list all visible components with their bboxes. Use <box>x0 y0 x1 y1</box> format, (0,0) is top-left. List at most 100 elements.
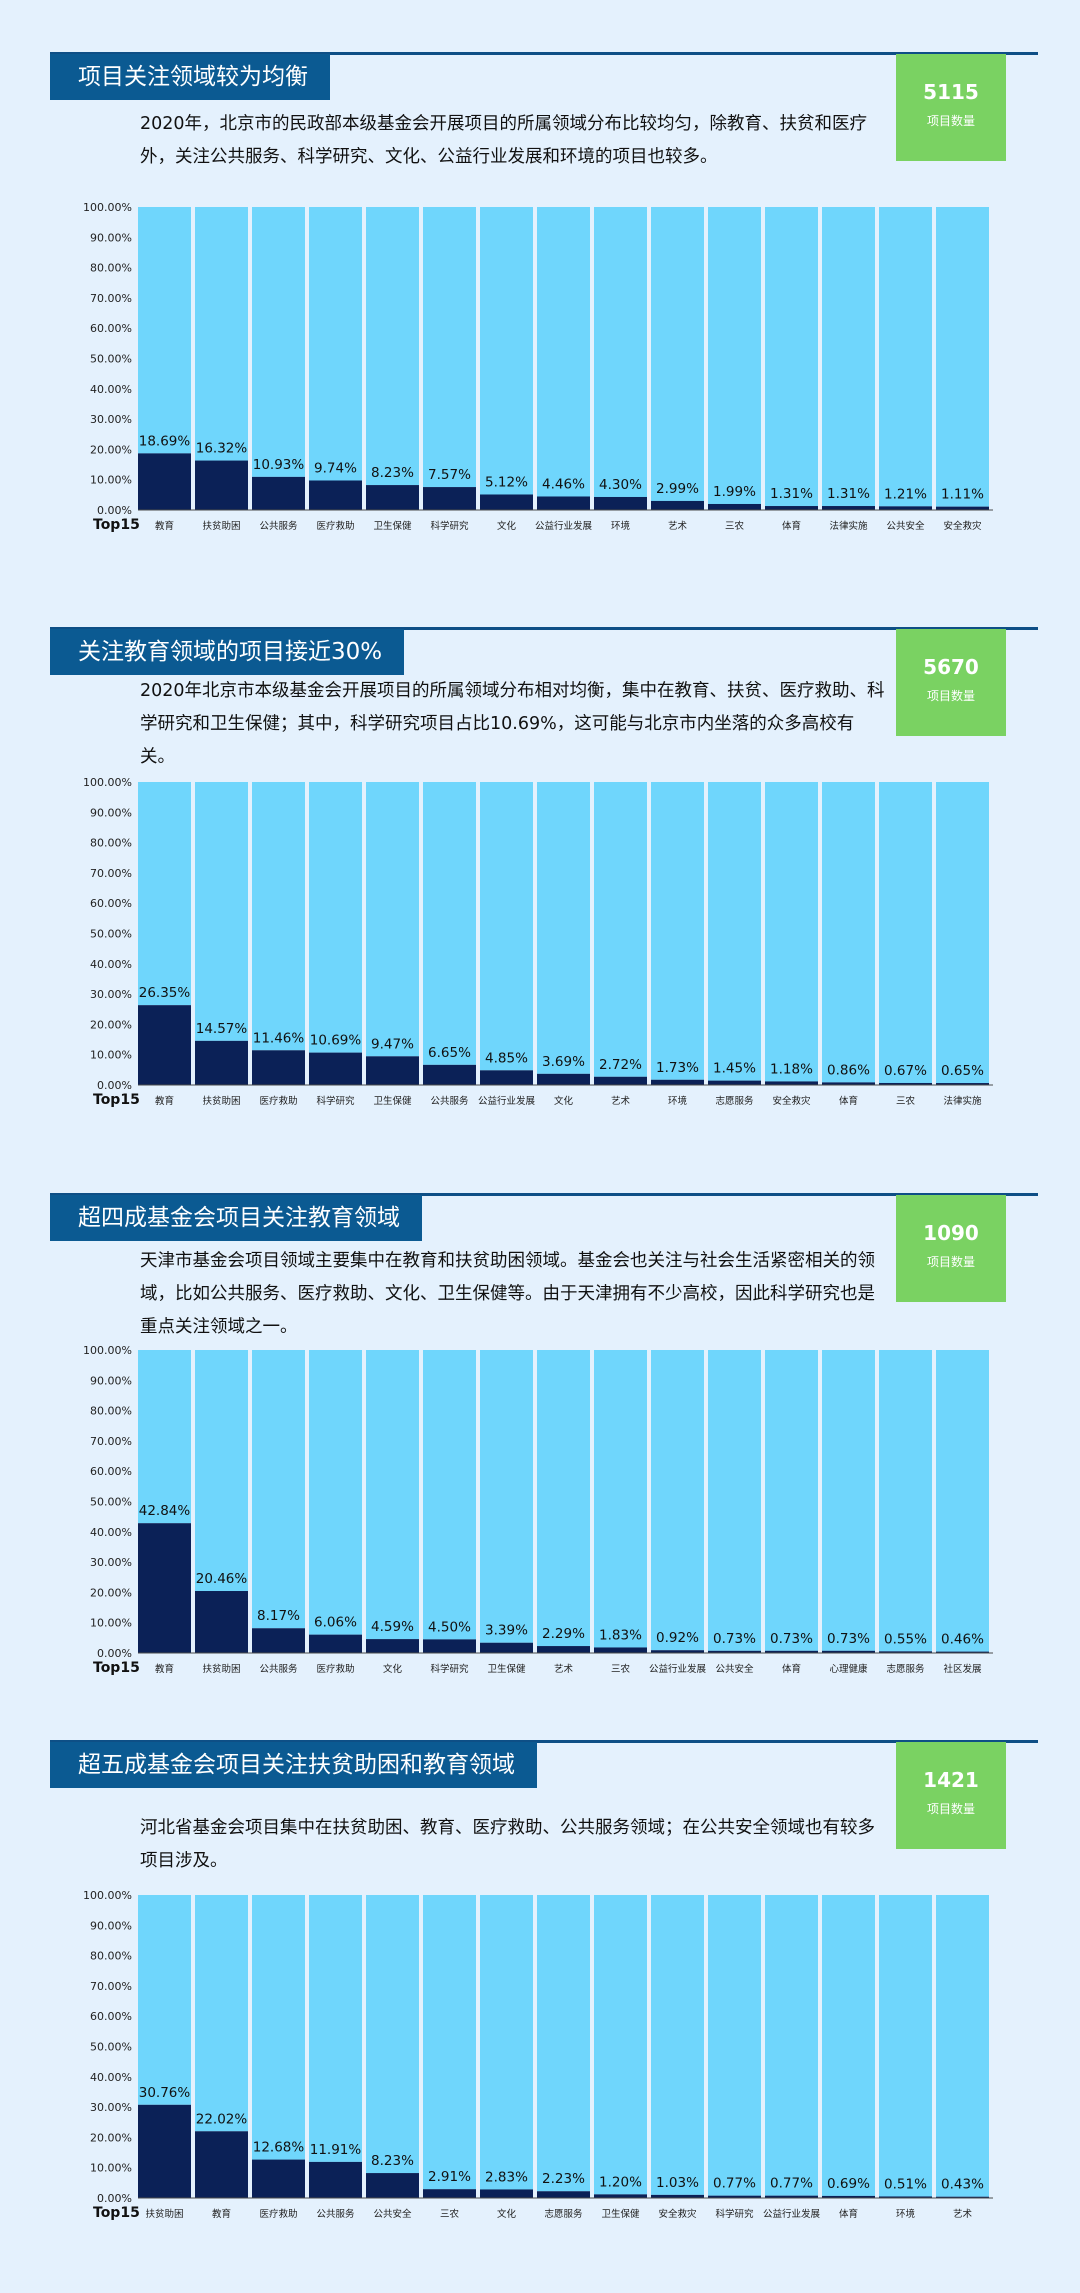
bar-value-label: 0.55% <box>884 1631 927 1647</box>
bar-remainder <box>765 1350 818 1651</box>
bar-value-label: 4.50% <box>428 1619 471 1635</box>
bar-remainder <box>765 207 818 507</box>
category-label: 科学研究 <box>316 1095 355 1107</box>
bar-value <box>651 1650 704 1653</box>
bar-remainder <box>537 782 590 1074</box>
category-label: 公共安全 <box>715 1663 754 1675</box>
bar-value-label: 1.31% <box>770 486 813 502</box>
category-label: 公共安全 <box>373 2208 412 2220</box>
bar-value <box>138 2104 191 2198</box>
category-label: 卫生保健 <box>601 2208 640 2220</box>
y-tick-label: 100.00% <box>83 776 132 789</box>
section-title: 项目关注领域较为均衡 <box>50 54 330 100</box>
bar-value <box>309 1634 362 1653</box>
category-label: 心理健康 <box>829 1663 868 1675</box>
stacked-bar-chart: 0.00% 10.00% 20.00% 30.00% 40.00% 50.00% 60.00… <box>83 1889 993 2221</box>
bar-remainder <box>537 1350 590 1647</box>
category-label: 体育 <box>782 1663 801 1675</box>
bar-remainder <box>423 1350 476 1640</box>
y-tick-label: 20.00% <box>90 443 132 456</box>
y-tick-label: 0.00% <box>97 1647 132 1660</box>
y-tick-label: 70.00% <box>90 867 132 880</box>
bar-value-label: 2.99% <box>656 481 699 497</box>
category-label: 公共安全 <box>886 520 925 532</box>
bar-value <box>879 1651 932 1653</box>
bar-remainder <box>765 782 818 1082</box>
y-tick-label: 60.00% <box>90 1465 132 1478</box>
y-tick-label: 100.00% <box>83 201 132 214</box>
category-label: 公共服务 <box>430 1095 469 1107</box>
bar-value-label: 2.29% <box>542 1626 585 1642</box>
bar-remainder <box>252 782 305 1051</box>
bar-value <box>423 487 476 510</box>
bar-value <box>537 2191 590 2198</box>
category-label: 扶贫助困 <box>202 1095 240 1107</box>
project-count-value: 1421 <box>923 1768 979 1792</box>
bar-value-label: 3.39% <box>485 1623 528 1639</box>
bar-value <box>936 506 989 510</box>
category-label: 艺术 <box>668 520 688 532</box>
bar-value-label: 2.91% <box>428 2169 471 2185</box>
bar-value <box>423 1064 476 1085</box>
bar-remainder <box>879 207 932 507</box>
bar-remainder <box>936 1350 989 1652</box>
category-label: 科学研究 <box>715 2208 754 2220</box>
x-axis-label: Top15 <box>93 2205 140 2221</box>
section-3: 超四成基金会项目关注教育领域 1090 项目数量 天津市基金会项目领域主要集中在… <box>0 1141 1080 1701</box>
x-axis-label: Top15 <box>93 517 140 533</box>
y-tick-label: 30.00% <box>90 413 132 426</box>
project-count-label: 项目数量 <box>926 114 975 128</box>
bar-remainder <box>366 1350 419 1640</box>
y-tick-label: 20.00% <box>90 1018 132 1031</box>
category-label: 法律实施 <box>943 1095 982 1107</box>
y-tick-label: 90.00% <box>90 1374 132 1387</box>
bar-value-label: 1.20% <box>599 2174 642 2190</box>
y-tick-label: 80.00% <box>90 262 132 275</box>
category-label: 三农 <box>611 1663 631 1675</box>
bar-value <box>765 506 818 510</box>
bar-remainder <box>138 207 191 454</box>
bar-remainder <box>651 1895 704 2195</box>
y-tick-label: 40.00% <box>90 2071 132 2084</box>
bar-value <box>480 2189 533 2198</box>
bar-value-label: 6.06% <box>314 1615 357 1631</box>
bar-value <box>708 503 761 510</box>
bar-value <box>138 453 191 510</box>
category-label: 艺术 <box>953 2208 973 2220</box>
category-label: 公益行业发展 <box>535 520 593 532</box>
section-1: 项目关注领域较为均衡 5115 项目数量 2020年，北京市的民政部本级基金会开… <box>0 0 1080 560</box>
section-title: 关注教育领域的项目接近30% <box>50 629 405 675</box>
bar-value-label: 18.69% <box>139 433 191 449</box>
bar-remainder <box>537 1895 590 2192</box>
bar-value <box>537 1646 590 1653</box>
bar-value-label: 11.91% <box>310 2142 362 2158</box>
bar-remainder <box>366 207 419 486</box>
bar-value <box>366 1056 419 1085</box>
section-divider <box>50 627 1038 630</box>
category-label: 卫生保健 <box>487 1663 526 1675</box>
y-tick-label: 10.00% <box>90 1049 132 1062</box>
category-label: 志愿服务 <box>715 1095 754 1107</box>
y-tick-label: 40.00% <box>90 958 132 971</box>
bar-value-label: 8.23% <box>371 465 414 481</box>
bar-remainder <box>252 1350 305 1629</box>
bar-remainder <box>822 1895 875 2196</box>
project-count-value: 5670 <box>923 655 979 679</box>
bar-value-label: 6.65% <box>428 1045 471 1061</box>
y-tick-label: 60.00% <box>90 2010 132 2023</box>
y-tick-label: 60.00% <box>90 897 132 910</box>
category-label: 志愿服务 <box>886 1663 925 1675</box>
section-divider <box>50 52 1038 55</box>
bar-value-label: 8.23% <box>371 2153 414 2169</box>
section-description: 河北省基金会项目集中在扶贫助困、教育、医疗救助、公共服务领域；在公共安全领域也有… <box>140 1818 875 1871</box>
bar-value <box>594 1076 647 1085</box>
bar-value-label: 0.77% <box>713 2176 756 2192</box>
bar-value-label: 1.83% <box>599 1627 642 1643</box>
bar-value <box>822 2195 875 2198</box>
bar-value-label: 16.32% <box>196 441 248 457</box>
bar-value-label: 0.92% <box>656 1630 699 1646</box>
y-tick-label: 30.00% <box>90 988 132 1001</box>
bar-value-label: 1.99% <box>713 484 756 500</box>
bar-remainder <box>138 1350 191 1524</box>
bar-value <box>936 1651 989 1653</box>
